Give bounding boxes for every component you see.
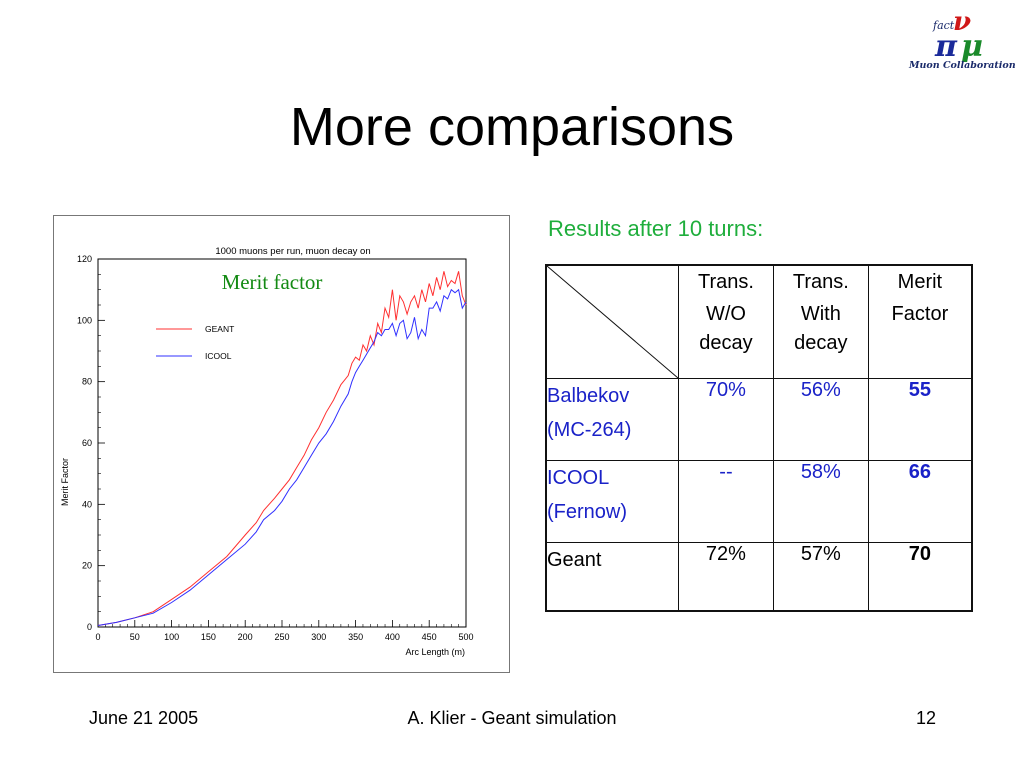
legend-label-geant: GEANT: [205, 324, 234, 334]
y-tick-label: 40: [82, 499, 92, 509]
y-axis-label: Merit Factor: [60, 458, 70, 506]
row-label-line: (Fernow): [547, 501, 628, 523]
logo-letter-nu: ν: [953, 8, 971, 37]
cell-value: 58%: [772, 460, 869, 543]
chart-legend: GEANT ICOOL: [156, 324, 234, 361]
diagonal-divider: [547, 266, 678, 378]
x-tick-label: 0: [95, 632, 100, 642]
chart-annotation: Merit factor: [222, 270, 323, 294]
header-line: Trans.: [792, 271, 849, 293]
corner-cell: [545, 264, 679, 379]
header-line: With: [800, 303, 841, 325]
logo-caption: Muon Collaboration: [909, 60, 1016, 71]
y-tick-label: 60: [82, 438, 92, 448]
merit-factor-chart: 1000 muons per run, muon decay on Merit …: [53, 215, 510, 673]
x-tick-label: 400: [385, 632, 400, 642]
footer-date: June 21 2005: [89, 708, 199, 728]
row-label-line: Balbekov: [547, 385, 630, 407]
chart-title: 1000 muons per run, muon decay on: [215, 246, 370, 257]
x-tick-label: 450: [422, 632, 437, 642]
row-label-line: Geant: [547, 549, 602, 571]
plot-frame: [97, 258, 467, 628]
logo-letter-mu: μ: [961, 29, 983, 64]
table-row: Balbekov (MC-264) 70% 56% 55: [545, 378, 973, 461]
slide-title: More comparisons: [289, 97, 735, 157]
merit-factor-plot: 1000 muons per run, muon decay on Merit …: [60, 246, 474, 657]
header-trans-with-decay: Trans. With decay: [772, 264, 869, 379]
merit-value: 66: [908, 461, 932, 483]
x-tick-label: 250: [274, 632, 289, 642]
header-line: decay: [699, 332, 753, 354]
header-line: W/O: [705, 303, 746, 325]
results-heading: Results after 10 turns:: [548, 216, 764, 241]
header-line: Merit: [897, 271, 943, 293]
logo-graphic: fact ν π μ: [932, 7, 983, 64]
cell-value: --: [678, 460, 774, 543]
cell-merit-value: 66: [867, 460, 973, 543]
cell-value: 57%: [772, 542, 869, 612]
x-tick-label: 50: [130, 632, 140, 642]
table-row: ICOOL (Fernow) -- 58% 66: [545, 460, 973, 543]
header-merit-factor: Merit Factor: [867, 264, 973, 379]
x-tick-label: 100: [164, 632, 179, 642]
logo-letters-small: fact: [932, 19, 955, 32]
y-tick-label: 120: [77, 254, 92, 264]
table-row: Geant 72% 57% 70: [545, 542, 973, 612]
header-line: decay: [794, 332, 848, 354]
footer-page-number: 12: [916, 708, 937, 728]
merit-value: 70: [908, 543, 932, 565]
row-label-balbekov: Balbekov (MC-264): [545, 378, 679, 461]
row-label-line: (MC-264): [547, 419, 632, 441]
row-label-geant: Geant: [545, 542, 679, 612]
muon-collaboration-logo: fact ν π μ Muon Collaboration: [905, 7, 1016, 74]
table-header-row: Trans. W/O decay Trans. With decay Merit…: [545, 264, 973, 379]
results-table: Trans. W/O decay Trans. With decay Merit…: [545, 264, 973, 612]
x-tick-label: 200: [238, 632, 253, 642]
y-tick-label: 80: [82, 377, 92, 387]
x-tick-label: 300: [311, 632, 326, 642]
header-line: Trans.: [697, 271, 754, 293]
series-line-geant: [97, 271, 467, 626]
row-label-line: ICOOL: [547, 467, 610, 489]
cell-merit-value: 70: [867, 542, 973, 612]
cell-value: 72%: [678, 542, 774, 612]
cell-merit-value: 55: [867, 378, 973, 461]
x-tick-label: 150: [201, 632, 216, 642]
y-tick-label: 100: [77, 315, 92, 325]
cell-value: 70%: [678, 378, 774, 461]
y-tick-label: 0: [87, 622, 92, 632]
series-line-icool: [97, 288, 467, 626]
y-tick-label: 20: [82, 561, 92, 571]
header-line: Factor: [891, 303, 949, 325]
legend-label-icool: ICOOL: [205, 351, 232, 361]
cell-value: 56%: [772, 378, 869, 461]
x-axis-label: Arc Length (m): [405, 647, 465, 657]
footer-title: A. Klier - Geant simulation: [407, 708, 617, 728]
logo-letter-pi: π: [934, 29, 958, 64]
header-trans-wo-decay: Trans. W/O decay: [678, 264, 774, 379]
row-label-icool: ICOOL (Fernow): [545, 460, 679, 543]
merit-value: 55: [908, 379, 932, 401]
x-tick-label: 350: [348, 632, 363, 642]
x-tick-label: 500: [458, 632, 473, 642]
